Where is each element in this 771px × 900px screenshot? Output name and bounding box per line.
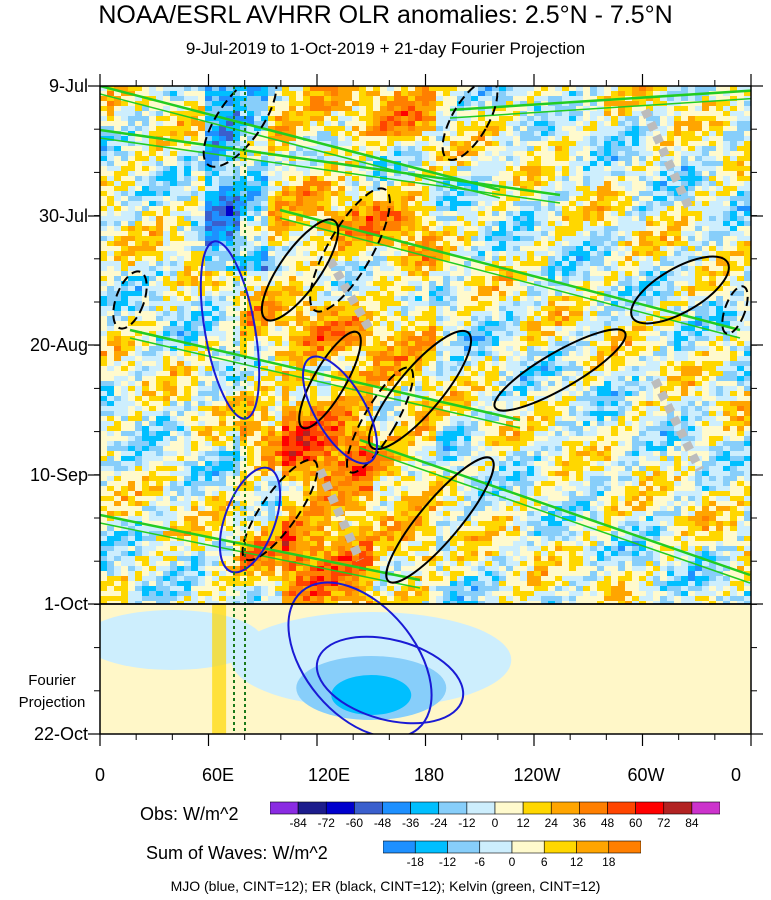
colorbar-tick-label: -24 xyxy=(430,816,448,830)
obs-colorbar-title: Obs: W/m^2 xyxy=(140,804,239,824)
colorbar-tick-label: 12 xyxy=(516,816,530,830)
colorbar-tick-label: 24 xyxy=(544,816,558,830)
colorbar-tick-label: 60 xyxy=(628,816,643,830)
colorbar-tick-label: 0 xyxy=(508,855,516,869)
colorbar-tick-label: 12 xyxy=(569,855,584,869)
y-tick-label: 30-Jul xyxy=(38,206,88,226)
x-tick-label: 60E xyxy=(201,765,235,785)
projection-label-line1: Fourier xyxy=(28,672,76,689)
y-tick-label: 10-Sep xyxy=(29,465,88,485)
x-tick-label: 180 xyxy=(413,765,445,785)
colorbar-tick-label: -72 xyxy=(317,816,335,830)
colorbar-tick-label: 72 xyxy=(657,816,671,830)
colorbar-tick-label: 0 xyxy=(491,816,499,830)
colorbar-tick-label: -84 xyxy=(289,816,307,830)
obs-olr-field xyxy=(100,86,751,604)
colorbar-tick-label: 6 xyxy=(540,855,548,869)
colorbar-tick-label: -36 xyxy=(401,816,420,830)
obs-colorbar xyxy=(270,801,720,815)
colorbar-tick-label: -12 xyxy=(458,816,476,830)
chart-subtitle: 9-Jul-2019 to 1-Oct-2019 + 21-day Fourie… xyxy=(185,39,586,58)
colorbar-tick-label: -60 xyxy=(345,816,364,830)
x-tick-label: 60W xyxy=(627,765,665,785)
y-tick-label: 22-Oct xyxy=(33,724,88,744)
x-tick-label: 0 xyxy=(730,765,741,785)
x-tick-label: 120W xyxy=(513,765,561,785)
x-tick-label: 120E xyxy=(307,765,351,785)
chart-footer: MJO (blue, CINT=12); ER (black, CINT=12)… xyxy=(170,878,601,894)
y-tick-label: 1-Oct xyxy=(43,594,88,614)
colorbar-tick-label: 48 xyxy=(600,816,615,830)
colorbar-tick-label: 84 xyxy=(685,816,699,830)
wave-contours xyxy=(100,86,751,734)
projection-olr-field xyxy=(100,604,751,734)
colorbar-tick-label: -48 xyxy=(373,816,392,830)
colorbar-tick-label: -6 xyxy=(474,855,486,869)
y-tick-label: 20-Aug xyxy=(29,335,88,355)
x-tick-label: 0 xyxy=(94,765,105,785)
plot-axes xyxy=(88,74,763,746)
colorbar-tick-label: -12 xyxy=(438,855,457,869)
waves-colorbar-title: Sum of Waves: W/m^2 xyxy=(146,843,328,863)
projection-label-line2: Projection xyxy=(18,694,86,711)
colorbar-tick-label: 36 xyxy=(572,816,587,830)
colorbar-tick-label: -18 xyxy=(406,855,424,869)
y-tick-label: 9-Jul xyxy=(48,76,88,96)
chart-title: NOAA/ESRL AVHRR OLR anomalies: 2.5°N - 7… xyxy=(98,1,673,29)
colorbar-tick-label: 18 xyxy=(602,855,616,869)
waves-colorbar xyxy=(383,840,641,854)
